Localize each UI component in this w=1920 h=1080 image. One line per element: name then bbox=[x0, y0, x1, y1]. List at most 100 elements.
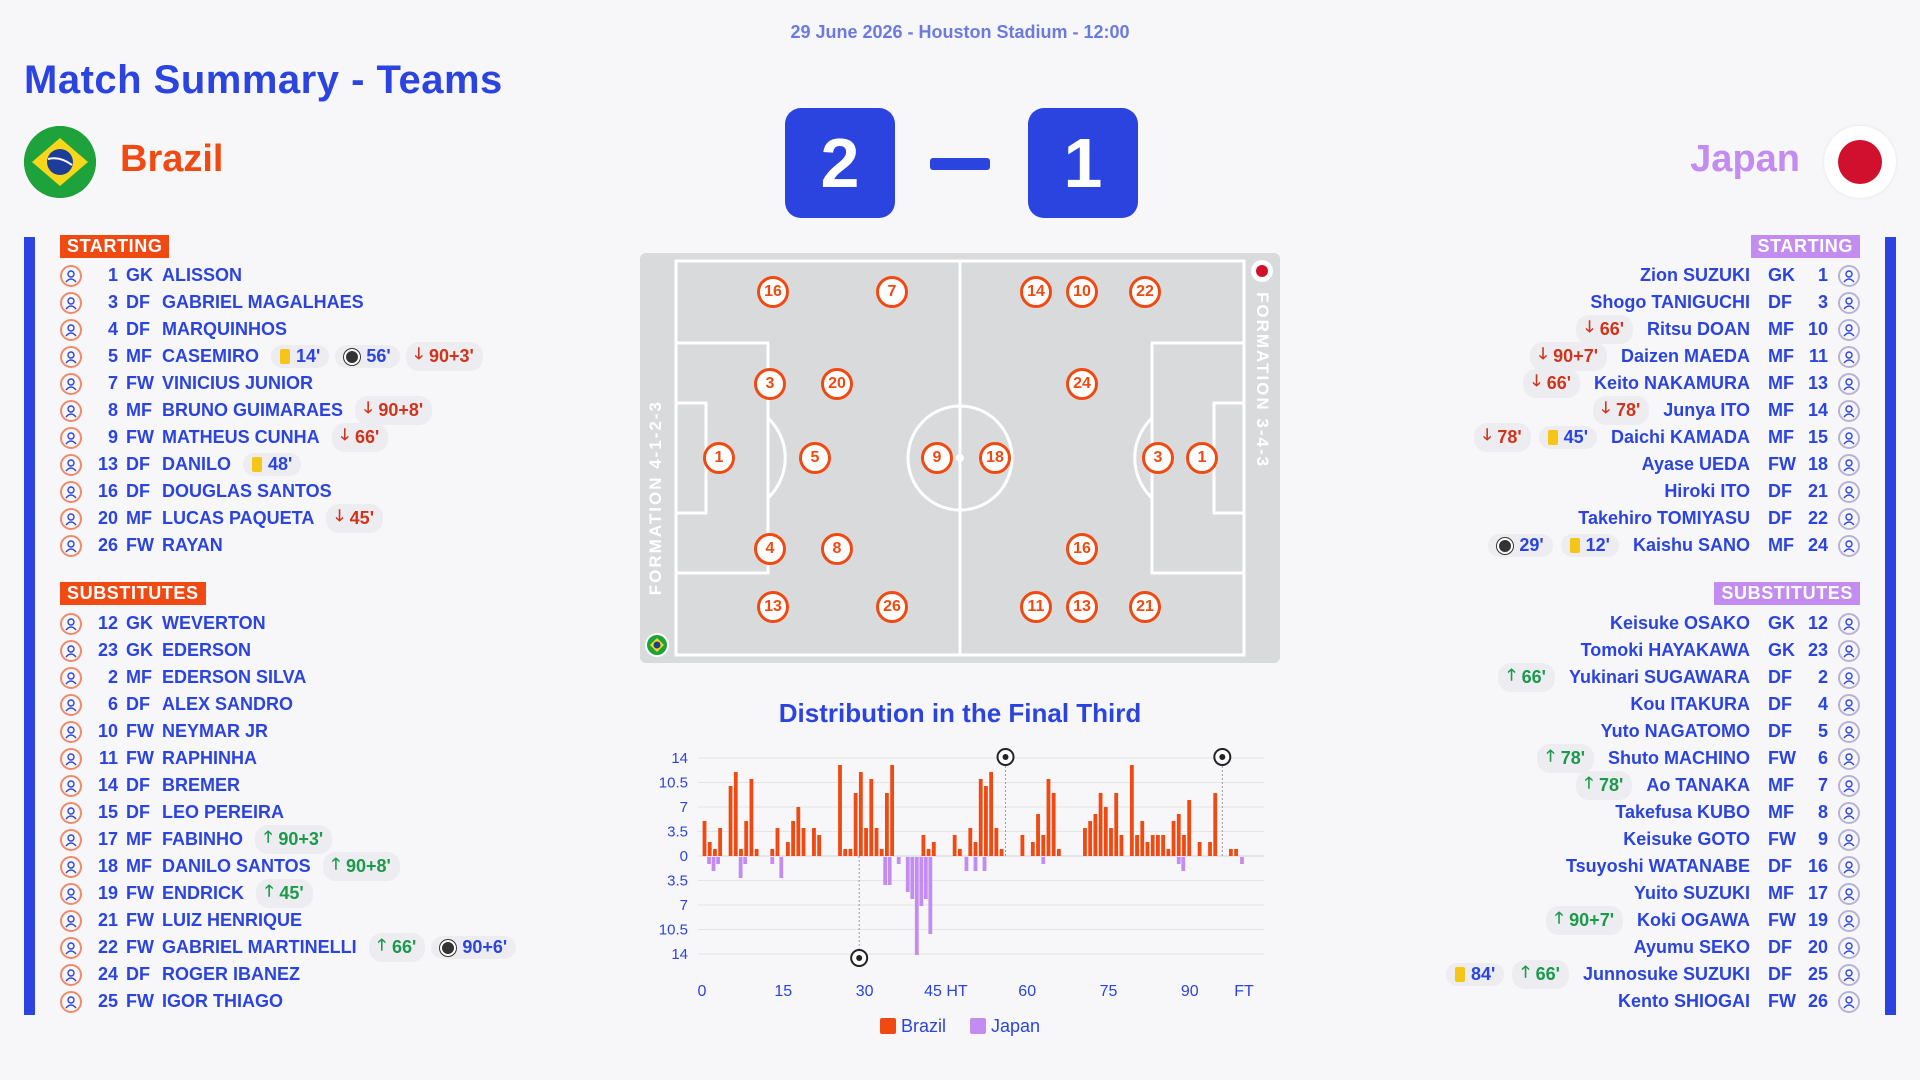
away-pitch-player[interactable]: 3 bbox=[1142, 442, 1174, 474]
home-pitch-player[interactable]: 1 bbox=[703, 442, 735, 474]
sub-in-event: 🡑 90+3' bbox=[255, 825, 333, 854]
event-minute: 78' bbox=[1497, 427, 1522, 447]
player-row[interactable]: 19 FW ENDRICK 🡑 45' bbox=[60, 879, 313, 908]
home-pitch-player[interactable]: 26 bbox=[876, 591, 908, 623]
player-row[interactable]: 🡓 78' 45' Daichi KAMADA MF 15 bbox=[1474, 423, 1860, 452]
bar-brazil bbox=[968, 828, 973, 856]
away-pitch-player[interactable]: 16 bbox=[1066, 533, 1098, 565]
bar-japan bbox=[964, 857, 969, 871]
home-pitch-player[interactable]: 20 bbox=[821, 368, 853, 400]
player-row[interactable]: Hiroki ITO DF 21 bbox=[1658, 478, 1860, 505]
player-number: 21 bbox=[1807, 481, 1828, 501]
player-number: 20 bbox=[97, 508, 118, 528]
bar-brazil bbox=[1114, 793, 1119, 856]
sub-in-event: 🡑 66' bbox=[1512, 960, 1569, 989]
player-row[interactable]: 4 DF MARQUINHOS bbox=[60, 316, 293, 343]
player-row[interactable]: Shogo TANIGUCHI DF 3 bbox=[1584, 289, 1860, 316]
away-pitch-player[interactable]: 13 bbox=[1066, 591, 1098, 623]
player-name: Ritsu DOAN bbox=[1647, 319, 1750, 339]
bar-brazil bbox=[1166, 849, 1171, 856]
player-row[interactable]: Keisuke GOTO FW 9 bbox=[1617, 826, 1860, 853]
player-row[interactable]: 🡓 66' Keito NAKAMURA MF 13 bbox=[1523, 369, 1860, 398]
player-row[interactable]: Ayumu SEKO DF 20 bbox=[1628, 934, 1860, 961]
player-row[interactable]: 🡑 78' Shuto MACHINO FW 6 bbox=[1537, 744, 1860, 773]
player-row[interactable]: Yuto NAGATOMO DF 5 bbox=[1595, 718, 1860, 745]
player-row[interactable]: 15 DF LEO PEREIRA bbox=[60, 799, 290, 826]
away-formation-label: FORMATION 3-4-3 bbox=[1253, 292, 1272, 469]
player-row[interactable]: 24 DF ROGER IBANEZ bbox=[60, 961, 306, 988]
player-row[interactable]: Kou ITAKURA DF 4 bbox=[1624, 691, 1860, 718]
arrow-down-icon: 🡓 bbox=[1601, 400, 1610, 417]
player-position: FW bbox=[126, 748, 154, 768]
player-row[interactable]: Ayase UEDA FW 18 bbox=[1636, 451, 1860, 478]
player-row[interactable]: 18 MF DANILO SANTOS 🡑 90+8' bbox=[60, 852, 400, 881]
player-row[interactable]: 14 DF BREMER bbox=[60, 772, 246, 799]
player-row[interactable]: 11 FW RAPHINHA bbox=[60, 745, 263, 772]
home-pitch-player[interactable]: 4 bbox=[754, 533, 786, 565]
player-row[interactable]: 🡑 66' Yukinari SUGAWARA DF 2 bbox=[1498, 663, 1860, 692]
player-name: DANILO SANTOS bbox=[162, 856, 311, 876]
home-pitch-player[interactable]: 8 bbox=[821, 533, 853, 565]
player-row[interactable]: 26 FW RAYAN bbox=[60, 532, 229, 559]
player-row[interactable]: Kento SHIOGAI FW 26 bbox=[1612, 988, 1860, 1015]
player-position: GK bbox=[1768, 613, 1795, 633]
player-row[interactable]: 10 FW NEYMAR JR bbox=[60, 718, 274, 745]
player-row[interactable]: 9 FW MATHEUS CUNHA 🡓 66' bbox=[60, 423, 389, 452]
player-row[interactable]: 25 FW IGOR THIAGO bbox=[60, 988, 289, 1015]
player-row[interactable]: 20 MF LUCAS PAQUETA 🡓 45' bbox=[60, 504, 383, 533]
home-pitch-player[interactable]: 3 bbox=[754, 368, 786, 400]
player-name: Daizen MAEDA bbox=[1620, 346, 1750, 366]
player-row[interactable]: 🡑 78' Ao TANAKA MF 7 bbox=[1575, 771, 1860, 800]
player-row[interactable]: 84' 🡑 66' Junnosuke SUZUKI DF 25 bbox=[1446, 960, 1860, 989]
player-row[interactable]: 🡓 66' Ritsu DOAN MF 10 bbox=[1576, 315, 1860, 344]
player-name: EDERSON bbox=[162, 640, 252, 660]
home-pitch-player[interactable]: 9 bbox=[921, 442, 953, 474]
player-row[interactable]: 23 GK EDERSON bbox=[60, 637, 257, 664]
home-pitch-player[interactable]: 16 bbox=[757, 276, 789, 308]
player-row[interactable]: 8 MF BRUNO GUIMARAES 🡓 90+8' bbox=[60, 396, 433, 425]
away-pitch-player[interactable]: 22 bbox=[1129, 276, 1161, 308]
player-row[interactable]: 3 DF GABRIEL MAGALHAES bbox=[60, 289, 370, 316]
yellow-card-event: 84' bbox=[1446, 963, 1505, 986]
player-row[interactable]: Tsuyoshi WATANABE DF 16 bbox=[1560, 853, 1860, 880]
player-row[interactable]: 7 FW VINICIUS JUNIOR bbox=[60, 370, 319, 397]
bar-brazil bbox=[775, 828, 780, 856]
away-pitch-player[interactable]: 10 bbox=[1066, 276, 1098, 308]
home-pitch-player[interactable]: 5 bbox=[799, 442, 831, 474]
bar-japan bbox=[779, 857, 784, 878]
home-pitch-player[interactable]: 13 bbox=[757, 591, 789, 623]
player-row[interactable]: Yuito SUZUKI MF 17 bbox=[1628, 880, 1860, 907]
bar-brazil bbox=[858, 772, 863, 856]
player-name: DOUGLAS SANTOS bbox=[162, 481, 332, 501]
away-pitch-player[interactable]: 18 bbox=[979, 442, 1011, 474]
player-row[interactable]: 12 GK WEVERTON bbox=[60, 610, 272, 637]
player-row[interactable]: Tomoki HAYAKAWA GK 23 bbox=[1575, 637, 1860, 664]
away-pitch-player[interactable]: 14 bbox=[1020, 276, 1052, 308]
away-pitch-player[interactable]: 21 bbox=[1129, 591, 1161, 623]
player-row[interactable]: 🡓 90+7' Daizen MAEDA MF 11 bbox=[1529, 342, 1860, 371]
player-row[interactable]: Takefusa KUBO MF 8 bbox=[1609, 799, 1860, 826]
player-row[interactable]: 29' 12' Kaishu SANO MF 24 bbox=[1488, 532, 1860, 559]
player-number: 26 bbox=[1807, 991, 1828, 1011]
away-pitch-player[interactable]: 1 bbox=[1186, 442, 1218, 474]
player-row[interactable]: 13 DF DANILO 48' bbox=[60, 451, 302, 478]
player-row[interactable]: 6 DF ALEX SANDRO bbox=[60, 691, 299, 718]
bar-brazil bbox=[1103, 807, 1108, 856]
player-row[interactable]: Keisuke OSAKO GK 12 bbox=[1604, 610, 1860, 637]
player-row[interactable]: 🡓 78' Junya ITO MF 14 bbox=[1592, 396, 1860, 425]
player-row[interactable]: 17 MF FABINHO 🡑 90+3' bbox=[60, 825, 333, 854]
player-row[interactable]: 🡑 90+7' Koki OGAWA FW 19 bbox=[1545, 906, 1860, 935]
player-row[interactable]: 1 GK ALISSON bbox=[60, 262, 248, 289]
player-row[interactable]: 22 FW GABRIEL MARTINELLI 🡑 66' 90+6' bbox=[60, 933, 517, 962]
home-pitch-player[interactable]: 7 bbox=[876, 276, 908, 308]
away-pitch-player[interactable]: 24 bbox=[1066, 368, 1098, 400]
ball-icon-center bbox=[856, 955, 863, 961]
bar-brazil bbox=[707, 842, 712, 856]
player-row[interactable]: 21 FW LUIZ HENRIQUE bbox=[60, 907, 308, 934]
player-row[interactable]: 5 MF CASEMIRO 14' 56' 🡓 90+3' bbox=[60, 342, 483, 371]
player-row[interactable]: Takehiro TOMIYASU DF 22 bbox=[1572, 505, 1860, 532]
player-row[interactable]: 16 DF DOUGLAS SANTOS bbox=[60, 478, 338, 505]
player-row[interactable]: Zion SUZUKI GK 1 bbox=[1634, 262, 1860, 289]
away-pitch-player[interactable]: 11 bbox=[1020, 591, 1052, 623]
player-row[interactable]: 2 MF EDERSON SILVA bbox=[60, 664, 312, 691]
